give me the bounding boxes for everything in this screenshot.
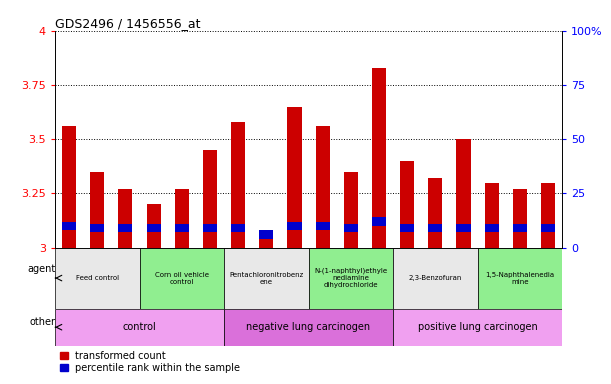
Bar	[90, 172, 104, 248]
Bar	[428, 178, 442, 248]
Bar	[513, 224, 527, 232]
Bar	[224, 309, 393, 346]
Text: other: other	[29, 316, 56, 327]
Bar	[62, 126, 76, 248]
Bar	[316, 222, 330, 230]
Bar	[203, 224, 217, 232]
Bar	[541, 224, 555, 232]
Bar	[287, 107, 301, 248]
Bar	[175, 224, 189, 232]
Text: N-(1-naphthyl)ethyle
nediamine
dihydrochloride: N-(1-naphthyl)ethyle nediamine dihydroch…	[314, 268, 387, 288]
Bar	[393, 309, 562, 346]
Text: control: control	[123, 322, 156, 332]
Bar	[400, 224, 414, 232]
Text: agent: agent	[27, 264, 56, 274]
Text: Pentachloronitrobenz
ene: Pentachloronitrobenz ene	[229, 271, 304, 285]
Text: Feed control: Feed control	[76, 275, 119, 281]
Text: negative lung carcinogen: negative lung carcinogen	[246, 322, 371, 332]
Bar	[175, 189, 189, 248]
Bar	[428, 224, 442, 232]
Bar	[203, 150, 217, 248]
Bar	[287, 222, 301, 230]
Bar	[259, 230, 273, 248]
Bar	[55, 248, 139, 309]
Bar	[485, 182, 499, 248]
Legend: transformed count, percentile rank within the sample: transformed count, percentile rank withi…	[60, 351, 240, 372]
Bar	[309, 248, 393, 309]
Bar	[119, 189, 133, 248]
Bar	[147, 224, 161, 232]
Bar	[139, 248, 224, 309]
Bar	[456, 224, 470, 232]
Text: positive lung carcinogen: positive lung carcinogen	[418, 322, 538, 332]
Bar	[372, 68, 386, 248]
Bar	[344, 224, 358, 232]
Bar	[147, 204, 161, 248]
Text: GDS2496 / 1456556_at: GDS2496 / 1456556_at	[55, 17, 200, 30]
Bar	[372, 217, 386, 226]
Bar	[62, 222, 76, 230]
Text: 2,3-Benzofuran: 2,3-Benzofuran	[409, 275, 462, 281]
Bar	[224, 248, 309, 309]
Bar	[541, 182, 555, 248]
Bar	[400, 161, 414, 248]
Bar	[485, 224, 499, 232]
Bar	[456, 139, 470, 248]
Bar	[316, 126, 330, 248]
Text: Corn oil vehicle
control: Corn oil vehicle control	[155, 271, 209, 285]
Bar	[393, 248, 478, 309]
Bar	[119, 224, 133, 232]
Bar	[259, 230, 273, 239]
Text: 1,5-Naphthalenedia
mine: 1,5-Naphthalenedia mine	[485, 271, 554, 285]
Bar	[231, 122, 245, 248]
Bar	[231, 224, 245, 232]
Bar	[90, 224, 104, 232]
Bar	[344, 172, 358, 248]
Bar	[55, 309, 224, 346]
Bar	[478, 248, 562, 309]
Bar	[513, 189, 527, 248]
